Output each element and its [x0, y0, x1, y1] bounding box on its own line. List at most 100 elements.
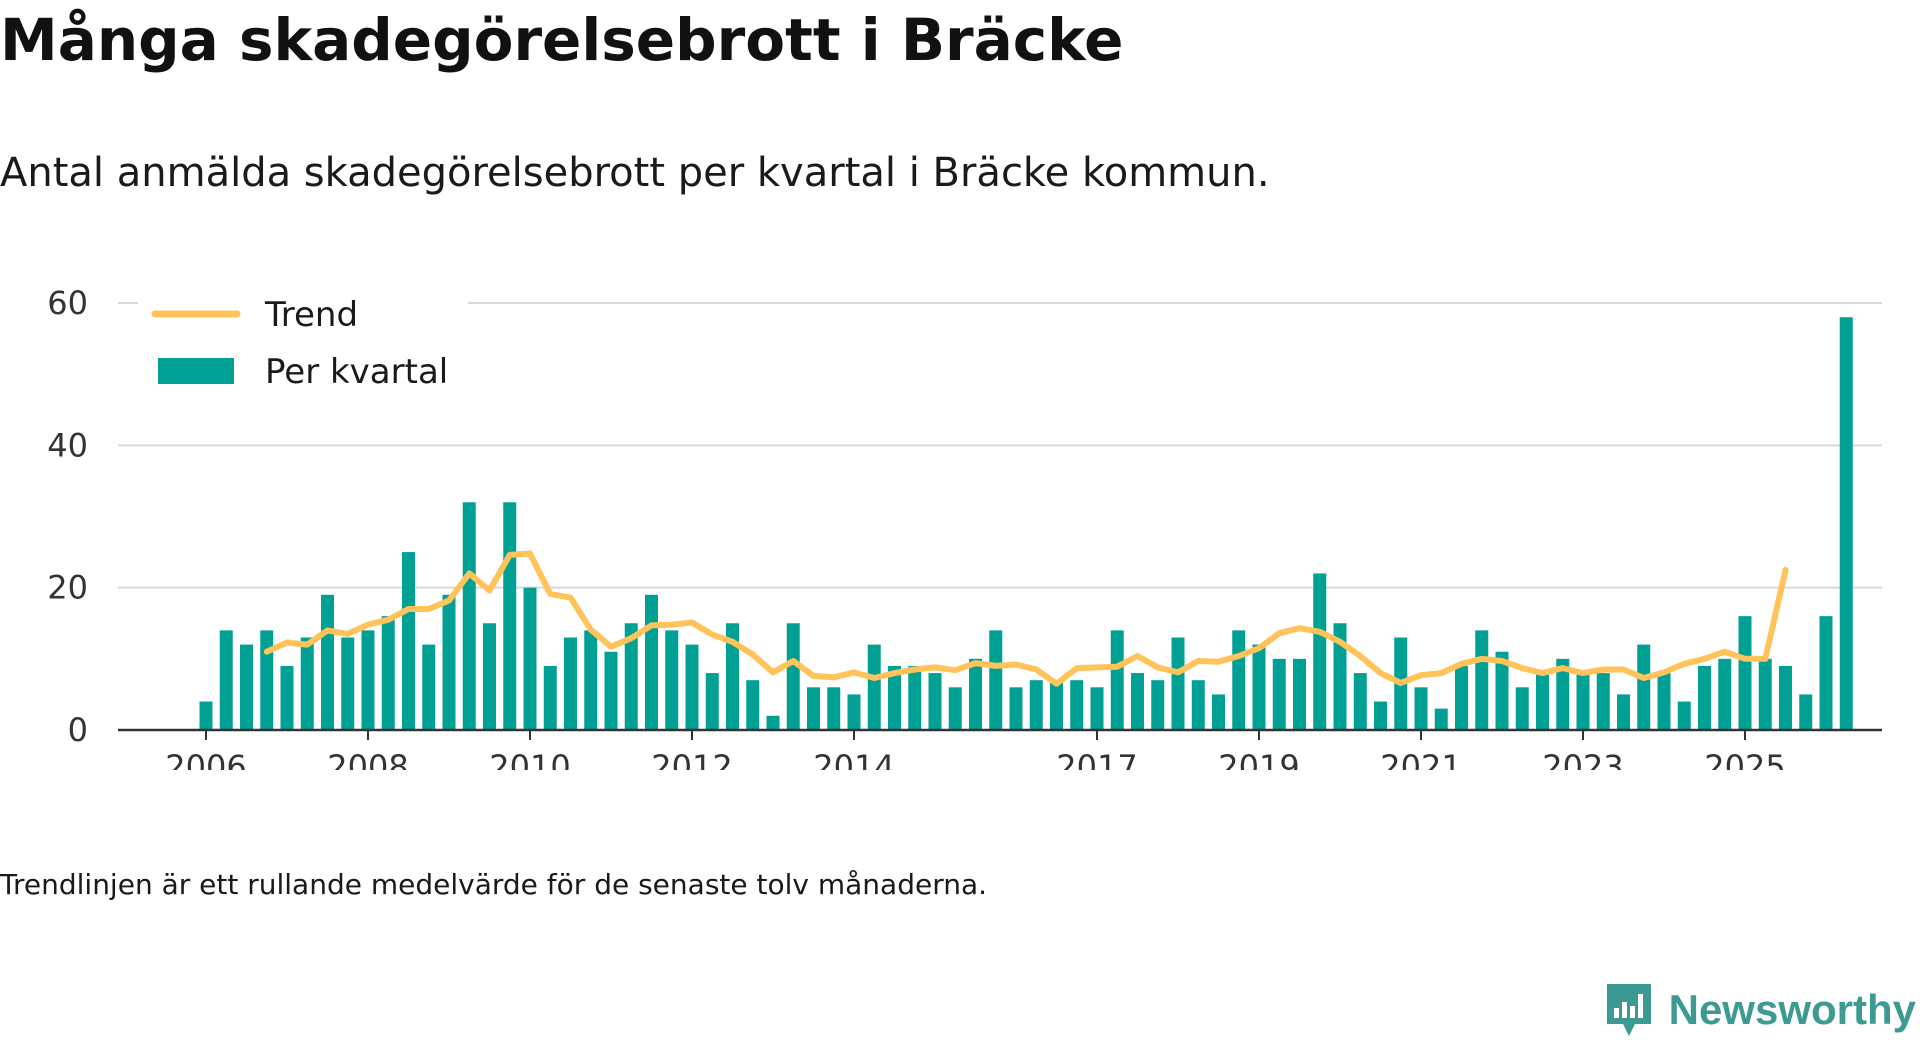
x-tick-label: 2021 — [1380, 748, 1461, 770]
page-subtitle: Antal anmälda skadegörelsebrott per kvar… — [0, 150, 1270, 196]
bar — [726, 623, 739, 730]
bar — [1050, 680, 1063, 730]
bar — [807, 687, 820, 730]
x-tick-label: 2010 — [489, 748, 570, 770]
bar — [624, 623, 638, 730]
bar — [442, 594, 456, 730]
bar — [1455, 665, 1468, 730]
x-tick-label: 2012 — [651, 748, 732, 770]
legend-bar-label: Per kvartal — [265, 352, 448, 392]
bar — [1677, 701, 1691, 730]
bar — [1374, 701, 1387, 730]
bar — [645, 594, 658, 730]
bar — [260, 630, 274, 730]
bar — [300, 637, 314, 730]
legend-bar-swatch — [158, 358, 234, 384]
bar — [1718, 658, 1732, 730]
bar — [1313, 573, 1327, 730]
bar — [1637, 644, 1651, 730]
bar — [503, 502, 517, 730]
bar — [1536, 673, 1549, 730]
bar — [1009, 687, 1023, 730]
bar — [321, 594, 334, 730]
bar — [1617, 694, 1630, 730]
bar — [948, 687, 962, 730]
bar — [786, 623, 800, 730]
bar — [1131, 673, 1144, 730]
bar — [1515, 687, 1529, 730]
bar — [867, 644, 881, 730]
y-tick-label: 0 — [68, 711, 88, 749]
bar — [361, 630, 375, 730]
legend-background — [138, 290, 468, 410]
bar — [888, 665, 901, 730]
bar — [604, 651, 618, 730]
bar — [584, 630, 598, 730]
bar-chart: 0 20 40 60 2006 2008 2010 2012 2014 2017 2019 2021… — [47, 284, 1882, 770]
bar — [1779, 665, 1792, 730]
bar — [1353, 673, 1367, 730]
bar — [1070, 680, 1084, 730]
bar — [766, 715, 780, 730]
footnote: Trendlinjen är ett rullande medelvärde f… — [0, 868, 988, 901]
bar — [1151, 680, 1165, 730]
bars — [199, 317, 1853, 730]
bar — [705, 673, 719, 730]
bar — [928, 673, 942, 730]
y-tick-label: 40 — [47, 426, 88, 464]
y-tick-label: 60 — [47, 284, 88, 322]
bar — [1212, 694, 1225, 730]
bar — [483, 623, 496, 730]
y-axis-labels: 0 20 40 60 — [47, 284, 88, 749]
bar — [847, 694, 861, 730]
bar — [1434, 708, 1448, 730]
bar — [564, 637, 577, 730]
bar — [1272, 658, 1286, 730]
x-tick-label: 2025 — [1704, 748, 1785, 770]
bar — [219, 630, 233, 730]
bar — [1839, 317, 1853, 730]
bar — [1556, 658, 1570, 730]
bar — [969, 658, 982, 730]
legend: Trend Per kvartal — [138, 290, 468, 410]
x-tick-label: 2014 — [813, 748, 894, 770]
bar — [341, 637, 355, 730]
bar — [1090, 687, 1104, 730]
bar — [665, 630, 679, 730]
bar — [1596, 673, 1610, 730]
x-tick-label: 2006 — [165, 748, 246, 770]
bar — [989, 630, 1003, 730]
bar — [1819, 616, 1833, 730]
bar — [199, 701, 213, 730]
bar — [1414, 687, 1428, 730]
brand-logo: Newsworthy — [1603, 980, 1916, 1040]
bar — [240, 644, 253, 730]
bar — [1333, 623, 1347, 730]
x-tick-label: 2023 — [1542, 748, 1623, 770]
bar — [1698, 665, 1711, 730]
bar — [1029, 680, 1043, 730]
bar — [1110, 630, 1124, 730]
newsworthy-logo-icon — [1606, 984, 1651, 1036]
trend-line — [263, 550, 1789, 687]
x-tick-label: 2008 — [327, 748, 408, 770]
bar — [381, 616, 395, 730]
bar — [685, 644, 699, 730]
bar — [523, 587, 537, 730]
bar — [1799, 694, 1813, 730]
bar — [1576, 673, 1590, 730]
bar — [1232, 630, 1246, 730]
x-axis-ticks: 2006 2008 2010 2012 2014 2017 2019 2021 2023 2025 — [165, 730, 1786, 770]
bar — [1758, 658, 1772, 730]
bar — [1171, 637, 1185, 730]
bar — [827, 687, 841, 730]
bar — [746, 680, 760, 730]
page-title: Många skadegörelsebrott i Bräcke — [0, 6, 1124, 74]
x-tick-label: 2019 — [1218, 748, 1299, 770]
trend-line-group — [263, 550, 1789, 687]
bar — [543, 665, 557, 730]
legend-trend-label: Trend — [264, 295, 358, 335]
bar — [462, 502, 476, 730]
bar — [422, 644, 436, 730]
bar — [402, 552, 415, 730]
